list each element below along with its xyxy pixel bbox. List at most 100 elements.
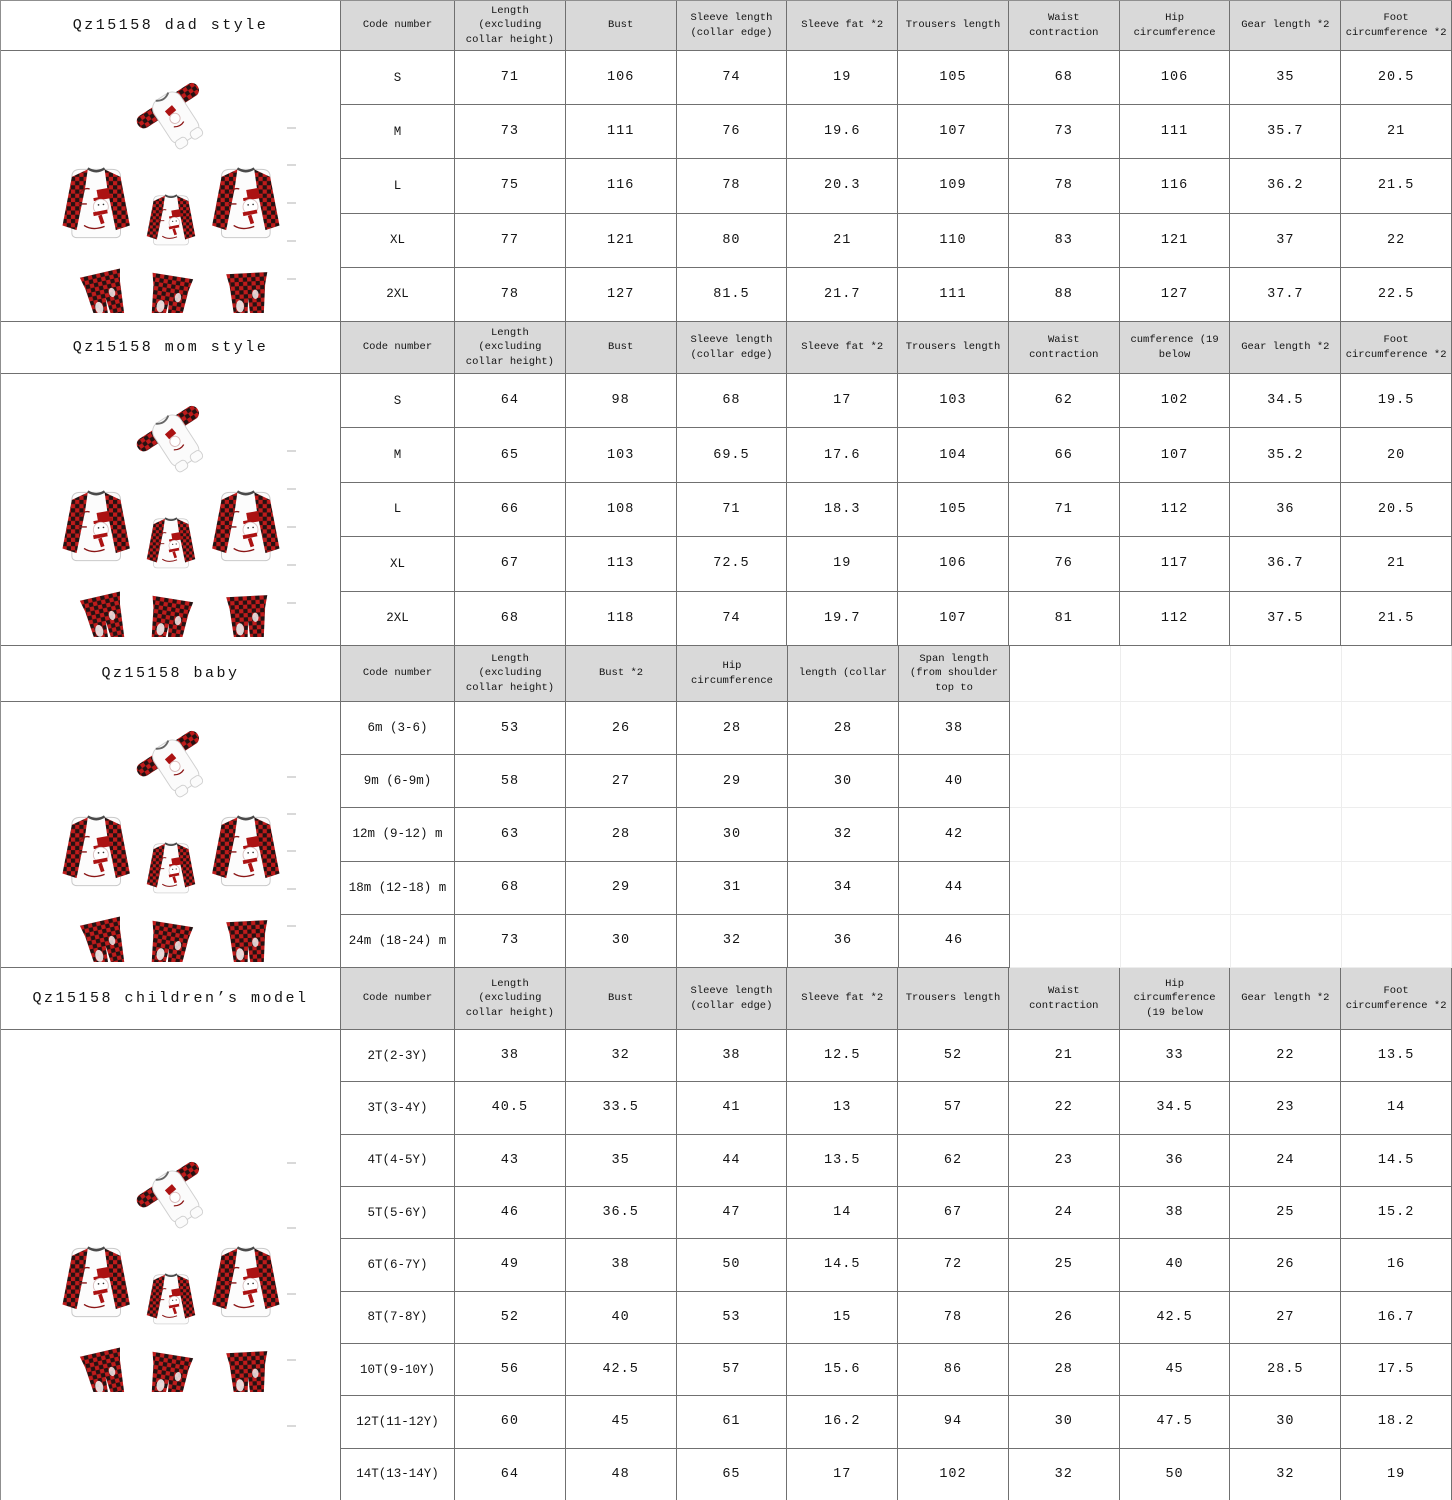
size-value: 36.2 [1230,159,1342,214]
size-value: 67 [455,537,566,592]
size-value: 21.7 [787,267,899,322]
size-value: 19.5 [1341,374,1452,429]
size-value: 21 [1008,1030,1120,1083]
size-code: M [341,428,455,483]
empty-cell [1341,914,1452,968]
size-value: 40 [565,1291,677,1344]
size-value: 107 [1119,428,1231,483]
column-header: Bust [565,968,677,1030]
left-panel-baby: Qz15158 baby [1,646,341,968]
product-photo [1,1030,340,1500]
size-value: 32 [1230,1448,1342,1500]
size-value: 44 [676,1134,788,1187]
size-value: 52 [898,1030,1009,1083]
empty-cell [1231,755,1342,809]
size-value: 68 [1008,51,1120,106]
size-value: 22.5 [1341,267,1452,322]
size-value: 14 [787,1186,899,1240]
size-value: 60 [455,1396,566,1449]
baby-romper [136,1161,203,1229]
size-value: 38 [565,1239,677,1292]
size-code: 6T(6-7Y) [341,1239,455,1292]
size-value: 117 [1119,537,1231,592]
size-value: 61 [676,1396,788,1449]
ruler-mark [287,563,296,566]
size-value: 23 [1230,1082,1342,1135]
size-code: XL [341,213,455,268]
size-value: 102 [898,1448,1009,1500]
size-code: S [341,51,455,106]
size-value: 74 [676,591,788,646]
size-value: 111 [565,105,677,160]
size-code: 6m (3-6) [341,702,455,756]
size-value: 40.5 [455,1082,566,1135]
size-value: 15.2 [1341,1186,1452,1240]
size-value: 76 [676,105,788,160]
size-value: 111 [1119,105,1231,160]
column-header: Trousers length [898,322,1009,374]
size-value: 106 [898,537,1009,592]
size-value: 106 [1119,51,1231,106]
size-code: 12m (9-12) m [341,808,455,862]
snowman-print [168,857,183,884]
size-value: 57 [898,1082,1009,1135]
size-value: 19 [787,51,899,106]
size-value: 50 [676,1239,788,1292]
size-value: 78 [455,267,566,322]
size-value: 13.5 [1341,1030,1452,1083]
left-panel-children: Qz15158 children’s model [1,968,341,1500]
size-value: 32 [677,914,788,968]
size-value: 73 [1008,105,1120,160]
column-header: Trousers length [898,1,1009,51]
size-value: 81.5 [676,267,788,322]
size-value: 62 [1008,374,1120,429]
size-value: 17.6 [787,428,899,483]
size-value: 15.6 [787,1343,899,1397]
size-value: 30 [1008,1396,1120,1449]
column-header: Hip circumference [677,646,788,702]
empty-cell [1120,755,1231,809]
empty-cell [1120,702,1231,756]
size-value: 21.5 [1341,159,1452,214]
size-value: 12.5 [787,1030,899,1083]
size-value: 74 [676,51,788,106]
size-value: 27 [1230,1291,1342,1344]
size-code: 2XL [341,591,455,646]
size-value: 78 [1008,159,1120,214]
size-value: 31 [677,861,788,915]
size-value: 121 [1119,213,1231,268]
size-value: 73 [455,914,566,968]
ruler-mark [287,776,296,779]
size-section-children: Qz15158 children’s model [1,968,1452,1500]
size-value: 43 [455,1134,566,1187]
size-value: 18.3 [787,482,899,538]
column-header: Bust *2 [566,646,677,702]
ruler-mark [287,164,296,167]
size-value: 77 [455,213,566,268]
size-code: 18m (12-18) m [341,861,455,915]
column-header: Length (excluding collar height) [455,1,566,51]
size-value: 78 [676,159,788,214]
empty-cell [1120,914,1231,968]
size-value: 118 [565,591,677,646]
size-value: 40 [899,755,1010,809]
size-value: 40 [1119,1239,1231,1292]
size-value: 32 [1008,1448,1120,1500]
size-value: 26 [566,702,677,756]
snowman-print [242,1266,262,1303]
size-value: 36.7 [1230,537,1342,592]
kid-top [146,517,195,569]
size-value: 35 [1230,51,1342,106]
size-value: 64 [455,374,566,429]
pants-center [150,272,193,314]
size-value: 38 [676,1030,788,1083]
section-title: Qz15158 mom style [1,322,340,374]
ruler-mark [287,813,296,816]
size-value: 49 [455,1239,566,1292]
adult-top-left [62,167,130,238]
size-value: 18.2 [1341,1396,1452,1449]
ruler-mark [287,126,296,129]
size-value: 127 [565,267,677,322]
adult-top-right [211,815,279,887]
size-value: 26 [1230,1239,1342,1292]
